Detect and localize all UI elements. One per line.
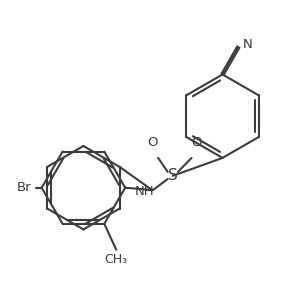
Text: S: S xyxy=(168,168,178,183)
Text: Br: Br xyxy=(17,181,31,194)
Text: N: N xyxy=(243,38,253,52)
Text: O: O xyxy=(191,136,202,149)
Text: CH₃: CH₃ xyxy=(105,253,128,266)
Text: O: O xyxy=(148,136,158,149)
Text: NH: NH xyxy=(135,185,155,198)
